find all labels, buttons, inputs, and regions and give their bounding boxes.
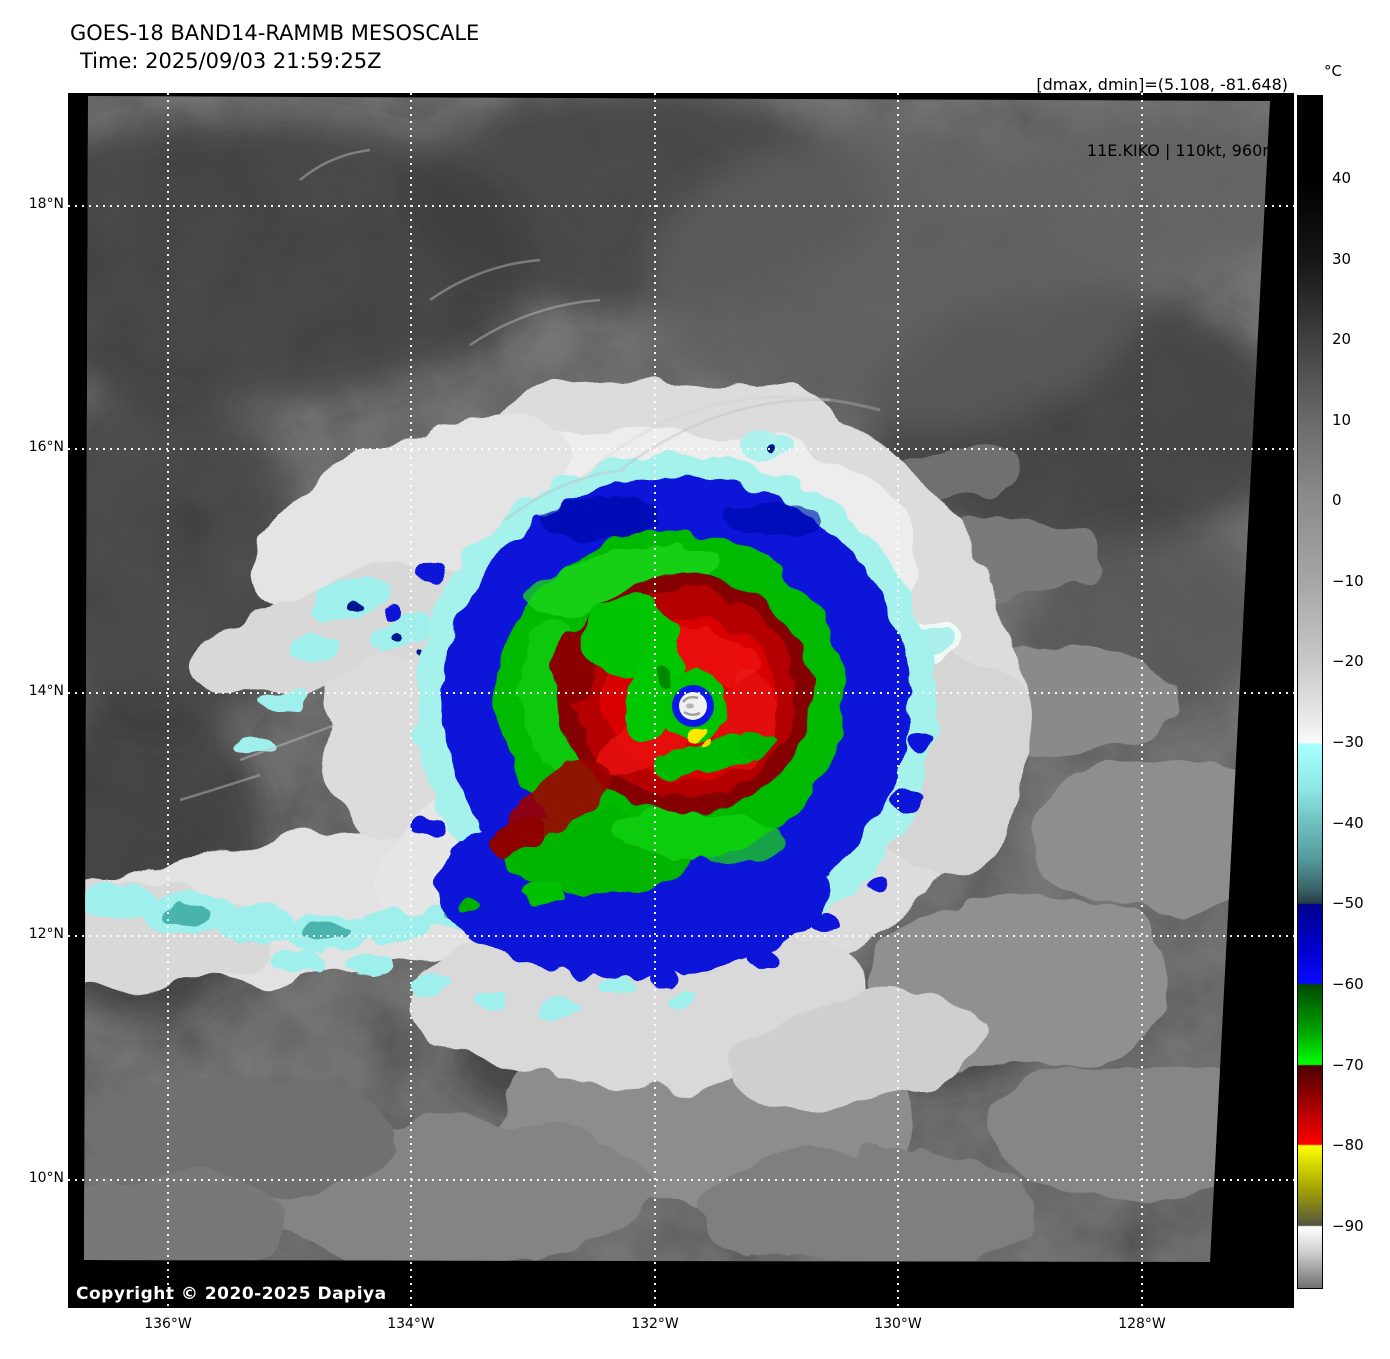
- lon-tick-label: 132°W: [631, 1316, 679, 1332]
- lon-tick-label: 134°W: [387, 1316, 435, 1332]
- outflow-arc: [558, 395, 881, 502]
- lat-tick-label: 16°N: [28, 439, 64, 455]
- colorbar-tick: −30: [1332, 733, 1364, 751]
- lon-tick-label: 128°W: [1118, 1316, 1166, 1332]
- lat-tick-label: 14°N: [28, 683, 64, 699]
- cirrus-wisps: [179, 148, 831, 802]
- colorbar-tick: −80: [1332, 1136, 1364, 1154]
- colorbar-tick: −60: [1332, 975, 1364, 993]
- colorbar-tick: −90: [1332, 1217, 1364, 1235]
- lon-tick-label: 136°W: [144, 1316, 192, 1332]
- copyright-notice: Copyright © 2020-2025 Dapiya: [76, 1284, 387, 1304]
- lat-tick-label: 12°N: [28, 926, 64, 942]
- page-title: GOES-18 BAND14-RAMMB MESOSCALE: [70, 21, 480, 45]
- graticule: [68, 93, 1294, 1308]
- colorbar-tick: −20: [1332, 652, 1364, 670]
- colorbar-tick: 40: [1332, 169, 1352, 187]
- hurricane-eye: [672, 685, 714, 727]
- lat-tick-label: 18°N: [28, 196, 64, 212]
- dmax-dmin-readout: [dmax, dmin]=(5.108, -81.648): [1036, 75, 1288, 95]
- coldest-pixel-yellow: [688, 726, 706, 742]
- lat-tick-label: 10°N: [28, 1170, 64, 1186]
- colorbar-tick: −40: [1332, 814, 1364, 832]
- storm-id-intensity: 11E.KIKO | 110kt, 960mb: [1086, 141, 1288, 161]
- colorbar-tick: 10: [1332, 411, 1352, 429]
- lon-tick-label: 130°W: [874, 1316, 922, 1332]
- colorbar-tick: 30: [1332, 250, 1352, 268]
- colorbar-unit-label: °C: [1324, 62, 1342, 80]
- colorbar-tick: −10: [1332, 572, 1364, 590]
- colorbar-tick: −50: [1332, 894, 1364, 912]
- satellite-image: [84, 96, 1270, 1262]
- image-timestamp: Time: 2025/09/03 21:59:25Z: [80, 49, 382, 73]
- storm-info-block: [dmax, dmin]=(5.108, -81.648) 11E.KIKO |…: [1036, 30, 1288, 185]
- colorbar-tick: 0: [1332, 491, 1342, 509]
- colorbar-tick: 20: [1332, 330, 1352, 348]
- colorbar-tick: −70: [1332, 1056, 1364, 1074]
- temperature-colorbar: [1297, 95, 1323, 1289]
